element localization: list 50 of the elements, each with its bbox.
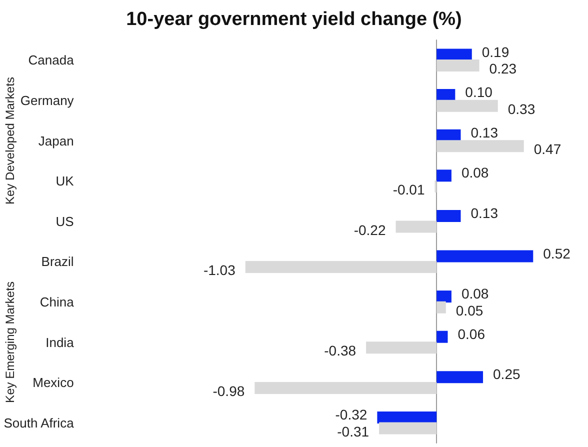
y-tick-label: Brazil (41, 254, 74, 270)
y-tick-label: South Africa (4, 415, 75, 430)
bar (436, 100, 498, 112)
bar (436, 250, 534, 262)
data-label: -0.31 (337, 423, 370, 440)
text: Key Emerging Markets (3, 282, 17, 403)
data-label: 0.52 (543, 245, 571, 262)
data-label: 0.23 (489, 60, 517, 77)
y-tick-label: Mexico (32, 375, 74, 390)
y-tick-label: UK (56, 174, 74, 189)
bar (436, 290, 452, 303)
bar (436, 371, 484, 384)
data-label: -0.98 (212, 382, 245, 399)
data-label: -0.01 (392, 181, 425, 198)
bar (377, 411, 437, 424)
bar (245, 261, 437, 274)
bar (254, 382, 437, 394)
chart-title: 10-year government yield change (%) (126, 9, 462, 30)
data-label: 0.19 (482, 44, 510, 60)
data-label: -0.32 (335, 406, 368, 422)
data-label: 0.13 (470, 204, 498, 221)
bar (436, 60, 480, 72)
y-tick-label: Japan (38, 133, 74, 148)
text: Key Developed Markets (3, 77, 17, 204)
data-label: 0.47 (534, 141, 562, 158)
data-label: 0.10 (465, 84, 493, 100)
bar (436, 301, 446, 314)
data-label: -0.22 (354, 222, 386, 238)
data-label: -0.38 (324, 342, 356, 359)
y-tick-label: Canada (28, 52, 75, 68)
data-label: 0.08 (461, 286, 489, 302)
bar (436, 170, 452, 182)
data-label: 0.13 (470, 124, 498, 140)
y-tick-label: US (56, 214, 74, 229)
data-label: 0.05 (456, 302, 484, 318)
data-label: 0.06 (458, 326, 486, 342)
bar (436, 140, 524, 152)
bar (436, 330, 448, 343)
bar (436, 89, 456, 102)
bar (379, 422, 437, 434)
data-label: 0.33 (508, 100, 536, 117)
data-label: -1.03 (203, 262, 236, 278)
y-tick-label: China (40, 294, 75, 310)
y-tick-label: Germany (20, 92, 74, 108)
data-label: 0.08 (461, 164, 489, 181)
bar (436, 210, 461, 222)
data-label: 0.25 (493, 366, 520, 382)
bar (366, 342, 437, 354)
y-tick-label: India (46, 334, 75, 350)
bar (396, 220, 437, 233)
